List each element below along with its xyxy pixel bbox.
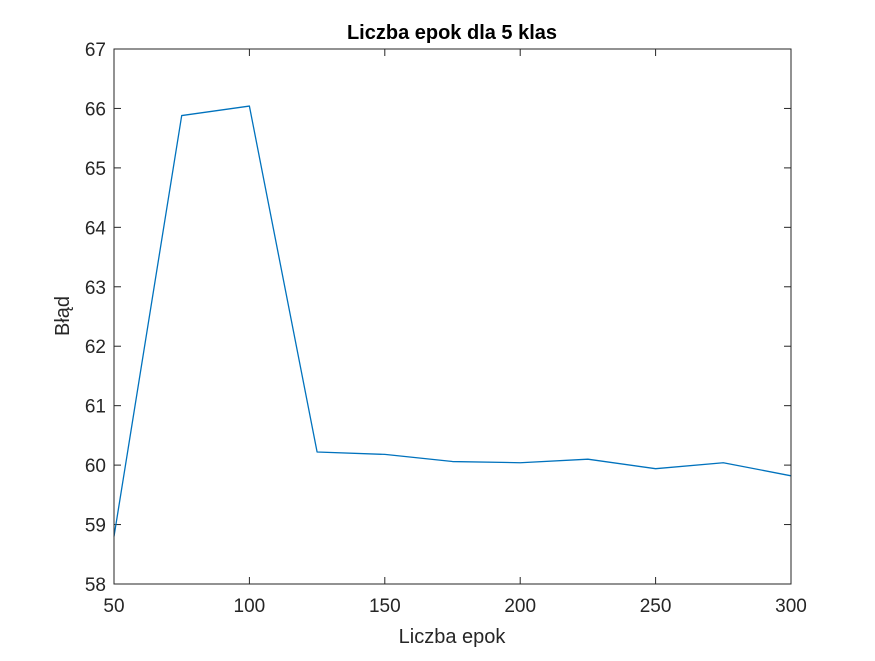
- y-tick-label: 58: [85, 575, 106, 596]
- x-tick-label: 100: [234, 596, 266, 617]
- y-tick-label: 62: [85, 337, 106, 358]
- series-line: [113, 105, 792, 537]
- y-tick-label: 66: [85, 99, 106, 120]
- y-tick-label: 60: [85, 456, 106, 477]
- y-axis-label: Błąd: [52, 296, 74, 336]
- x-tick-label: 50: [103, 596, 124, 617]
- y-tick-label: 64: [85, 218, 107, 239]
- x-tick-label: 300: [775, 596, 807, 617]
- x-tick-label: 250: [640, 596, 672, 617]
- y-tick-label: 59: [85, 516, 106, 537]
- chart-title: Liczba epok dla 5 klas: [347, 22, 557, 44]
- y-tick-label: 67: [85, 40, 106, 61]
- y-tick-label: 61: [85, 397, 106, 418]
- x-tick-label: 150: [369, 596, 401, 617]
- plot-area: [114, 49, 791, 584]
- ticks: 50 100 150 200 250 300 58 59 60 61 62 63 64 65 66 67: [85, 40, 807, 617]
- y-tick-label: 65: [85, 159, 106, 180]
- x-axis-label: Liczba epok: [399, 626, 507, 648]
- x-tick-label: 200: [504, 596, 536, 617]
- axes-box: [113, 48, 792, 585]
- series-layer: [113, 105, 792, 537]
- y-tick-label: 63: [85, 278, 106, 299]
